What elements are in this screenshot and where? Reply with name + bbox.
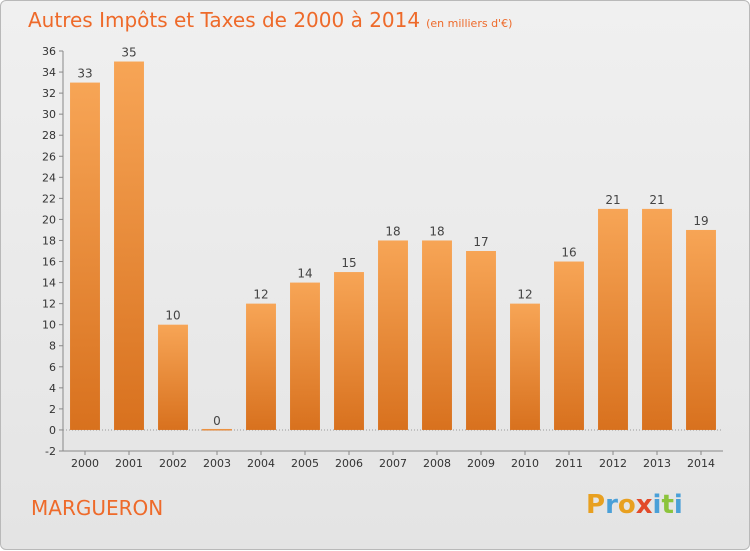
- y-tick-label: 4: [49, 382, 56, 395]
- bar-2008: [422, 240, 452, 430]
- value-label-2014: 19: [693, 214, 708, 228]
- x-tick-label-2003: 2003: [203, 457, 231, 470]
- value-label-2005: 14: [297, 267, 312, 281]
- title-unit: (en milliers d'€): [426, 17, 513, 30]
- y-tick-label: 26: [42, 150, 56, 163]
- value-label-2006: 15: [341, 256, 356, 270]
- logo-letter: o: [617, 490, 636, 520]
- x-tick-label-2005: 2005: [291, 457, 319, 470]
- y-tick-label: 0: [49, 424, 56, 437]
- y-tick-label: 12: [42, 298, 56, 311]
- commune-name: MARGUERON: [31, 496, 164, 520]
- x-tick-label-2007: 2007: [379, 457, 407, 470]
- value-label-2012: 21: [605, 193, 620, 207]
- x-tick-label-2002: 2002: [159, 457, 187, 470]
- y-tick-label: 10: [42, 319, 56, 332]
- x-tick-label-2010: 2010: [511, 457, 539, 470]
- x-tick-label-2012: 2012: [599, 457, 627, 470]
- bar-2001: [114, 61, 144, 430]
- bar-2010: [510, 303, 540, 430]
- value-label-2011: 16: [561, 246, 576, 260]
- logo-letter: i: [673, 490, 683, 520]
- bar-2013: [642, 208, 672, 430]
- x-tick-label-2000: 2000: [71, 457, 99, 470]
- bar-2000: [70, 82, 100, 430]
- bar-2006: [334, 272, 364, 430]
- x-tick-label-2001: 2001: [115, 457, 143, 470]
- y-tick-label: 22: [42, 192, 56, 205]
- y-tick-label: 6: [49, 361, 56, 374]
- y-tick-label: 30: [42, 108, 56, 121]
- x-tick-label-2014: 2014: [687, 457, 715, 470]
- value-label-2007: 18: [385, 224, 400, 238]
- value-label-2000: 33: [77, 67, 92, 81]
- bar-2011: [554, 261, 584, 430]
- y-tick-label: 34: [42, 66, 56, 79]
- x-tick-label-2011: 2011: [555, 457, 583, 470]
- y-tick-label: 16: [42, 256, 56, 269]
- logo-letter: x: [635, 490, 653, 520]
- x-tick-label-2013: 2013: [643, 457, 671, 470]
- value-label-2003: 0: [213, 414, 221, 428]
- x-tick-label-2006: 2006: [335, 457, 363, 470]
- value-label-2010: 12: [517, 288, 532, 302]
- proxiti-logo: Proxiti: [586, 490, 683, 520]
- value-label-2013: 21: [649, 193, 664, 207]
- x-tick-label-2009: 2009: [467, 457, 495, 470]
- y-tick-label: 14: [42, 277, 56, 290]
- y-tick-label: 36: [42, 45, 56, 58]
- y-tick-label: 8: [49, 340, 56, 353]
- y-tick-label: -2: [45, 445, 56, 458]
- y-tick-label: 20: [42, 213, 56, 226]
- bar-2012: [598, 208, 628, 430]
- bar-2005: [290, 282, 320, 430]
- value-label-2008: 18: [429, 224, 444, 238]
- x-tick-label-2004: 2004: [247, 457, 275, 470]
- y-tick-label: 18: [42, 234, 56, 247]
- y-tick-label: 24: [42, 171, 56, 184]
- value-label-2009: 17: [473, 235, 488, 249]
- chart-title: Autres Impôts et Taxes de 2000 à 2014 (en…: [28, 8, 512, 32]
- bar-2009: [466, 251, 496, 430]
- bar-2004: [246, 303, 276, 430]
- y-tick-label: 2: [49, 403, 56, 416]
- bar-2003: [202, 428, 232, 431]
- title-text: Autres Impôts et Taxes de 2000 à 2014: [28, 8, 421, 32]
- bar-2002: [158, 324, 188, 430]
- logo-letter: i: [652, 490, 662, 520]
- logo-letter: t: [661, 490, 674, 520]
- bar-2014: [686, 229, 716, 430]
- y-tick-label: 32: [42, 87, 56, 100]
- logo-letter: P: [586, 490, 606, 520]
- y-tick-label: 28: [42, 129, 56, 142]
- x-tick-label-2008: 2008: [423, 457, 451, 470]
- value-label-2004: 12: [253, 288, 268, 302]
- bar-2007: [378, 240, 408, 430]
- logo-letter: r: [605, 490, 618, 520]
- value-label-2002: 10: [165, 309, 180, 323]
- value-label-2001: 35: [121, 46, 136, 60]
